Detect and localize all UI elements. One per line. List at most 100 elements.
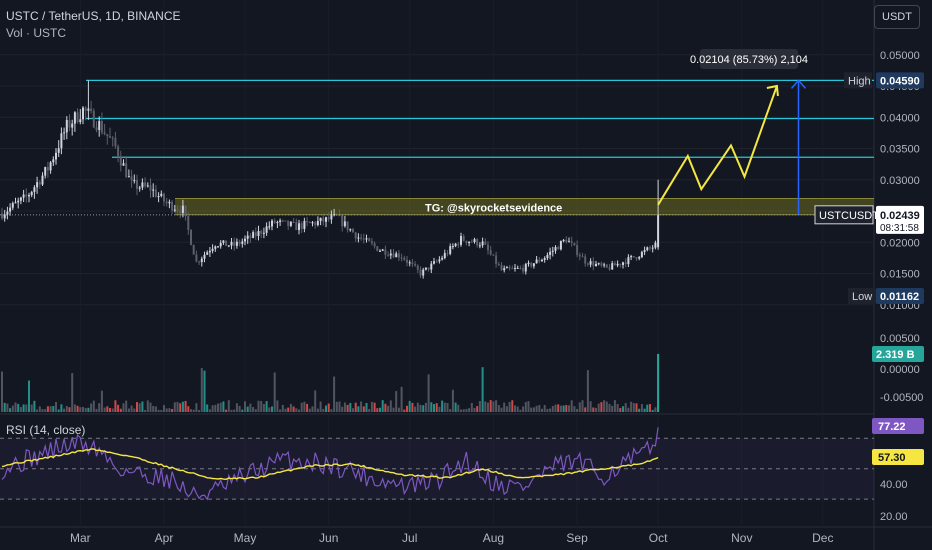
- volume-bar: [109, 407, 111, 412]
- volume-bar: [543, 405, 546, 412]
- candle-body: [33, 187, 36, 192]
- volume-bar: [149, 402, 152, 412]
- candle-body: [473, 239, 476, 243]
- volume-bar: [360, 401, 363, 412]
- volume-bar: [438, 406, 441, 412]
- candle-body: [19, 197, 22, 201]
- volume-bar: [522, 406, 525, 412]
- volume-bar: [322, 408, 325, 412]
- candle-body: [160, 193, 163, 197]
- volume-bar: [103, 407, 106, 412]
- candle-body: [254, 232, 257, 237]
- candle-body: [522, 267, 525, 272]
- candle-body: [49, 162, 52, 171]
- volume-bar: [468, 408, 471, 412]
- candle-body: [624, 262, 627, 265]
- volume-bar: [136, 402, 138, 412]
- candle-body: [198, 261, 201, 263]
- low-label: Low: [852, 291, 872, 303]
- candle-body: [71, 123, 74, 128]
- candle-body: [260, 230, 263, 234]
- volume-bar: [316, 408, 319, 412]
- candle-body: [46, 167, 49, 171]
- candle-body: [11, 203, 14, 208]
- volume-bar: [441, 400, 444, 412]
- volume-bar: [225, 409, 228, 412]
- candle-body: [476, 239, 479, 246]
- candle-body: [65, 119, 68, 133]
- volume-bar: [387, 405, 390, 412]
- symbol-tag-bg: [814, 205, 874, 225]
- volume-bar: [613, 400, 616, 412]
- candle-body: [392, 253, 395, 258]
- candle-body: [460, 236, 462, 245]
- candle-body: [165, 201, 168, 204]
- candle-body: [200, 258, 203, 263]
- volume-bar: [306, 403, 309, 412]
- level-lines-layer: [86, 79, 874, 158]
- candle-body: [146, 185, 149, 187]
- volume-bar: [532, 407, 535, 412]
- volume-bar: [36, 409, 39, 412]
- candle-body: [192, 244, 195, 255]
- candle-body: [314, 222, 317, 226]
- candle-body: [433, 261, 435, 264]
- currency-button[interactable]: USDT: [874, 5, 920, 29]
- volume-bar: [546, 408, 549, 412]
- candle-body: [505, 267, 508, 269]
- volume-bar: [19, 407, 22, 412]
- time-tick-label: Apr: [155, 531, 174, 545]
- volume-bar: [308, 408, 311, 412]
- volume-bar: [476, 406, 479, 412]
- volume-bar: [549, 408, 552, 412]
- rsi-layer: RSI (14, close): [0, 423, 874, 501]
- volume-bar: [273, 372, 276, 412]
- volume-bar: [114, 400, 117, 412]
- candle-body: [284, 220, 287, 222]
- candle-body: [190, 229, 192, 245]
- candle-body: [487, 244, 489, 251]
- volume-bar: [100, 390, 103, 412]
- volume-bar: [157, 409, 160, 412]
- volume-bar: [492, 401, 495, 412]
- volume-bar: [635, 403, 638, 412]
- candle-body: [454, 243, 457, 247]
- candle-body: [63, 132, 66, 134]
- candle-body: [511, 268, 514, 270]
- rsi-tick-label: 20.00: [880, 511, 908, 523]
- candle-body: [524, 264, 527, 272]
- candle-body: [422, 269, 425, 276]
- volume-bar: [649, 404, 651, 412]
- volume-bar: [211, 405, 214, 412]
- candle-body: [430, 263, 433, 270]
- candle-body: [470, 241, 473, 243]
- volume-bar: [138, 403, 141, 412]
- volume-bar: [141, 401, 144, 412]
- volume-bar: [84, 408, 87, 412]
- volume-bar: [3, 402, 6, 412]
- time-tick-label: Oct: [649, 531, 668, 545]
- volume-bar: [238, 405, 241, 412]
- volume-bar: [190, 409, 192, 412]
- volume-bar: [443, 402, 446, 412]
- volume-bar: [30, 404, 33, 412]
- candle-body: [341, 215, 344, 227]
- volume-bar: [203, 370, 206, 412]
- price-tick-label: 0.02000: [880, 237, 920, 249]
- volume-bar: [646, 404, 649, 412]
- candle-body: [514, 267, 516, 269]
- time-tick-label: Jun: [319, 531, 338, 545]
- volume-bar: [414, 406, 417, 412]
- volume-bar: [82, 406, 84, 412]
- volume-bar: [538, 404, 541, 412]
- candle-body: [554, 247, 557, 251]
- volume-bar: [586, 370, 589, 412]
- zone-label: TG: @skyrocketsevidence: [425, 203, 562, 215]
- volume-bar: [6, 403, 9, 412]
- candle-body: [171, 201, 174, 211]
- volume-bar: [154, 406, 157, 412]
- candle-body: [519, 267, 522, 269]
- volume-bar: [335, 401, 338, 412]
- volume-bar: [365, 402, 368, 412]
- volume-bar: [381, 400, 384, 412]
